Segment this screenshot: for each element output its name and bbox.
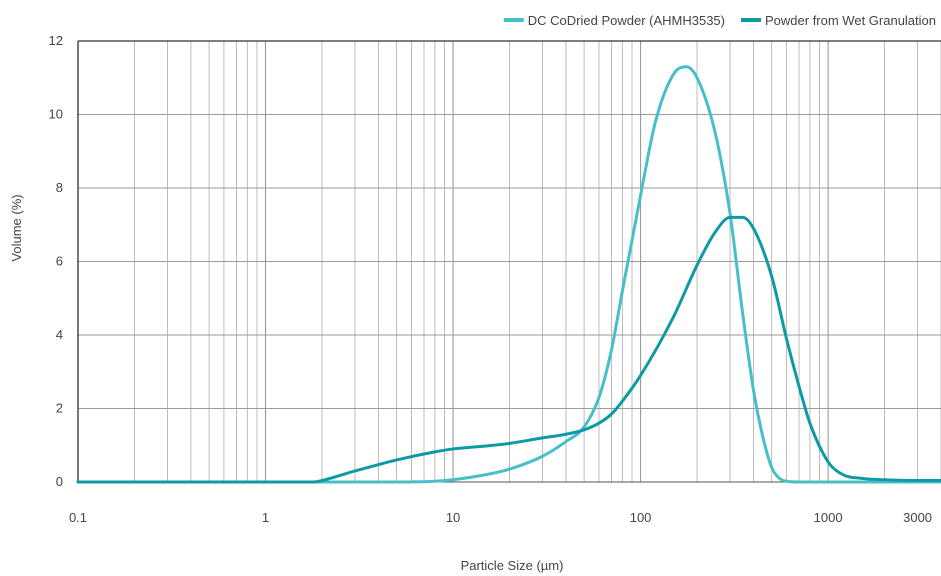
y-axis-title: Volume (%) [9, 194, 24, 261]
legend-item-2: Powder from Wet Granulation [741, 13, 936, 28]
x-tick-label: 100 [630, 510, 652, 525]
y-tick-label: 8 [56, 180, 63, 195]
x-tick-label: 1 [262, 510, 269, 525]
y-tick-label: 12 [49, 33, 63, 48]
series-line-1 [76, 65, 941, 484]
x-tick-label: 0.1 [69, 510, 87, 525]
y-tick-label: 6 [56, 254, 63, 269]
legend-label: DC CoDried Powder (AHMH3535) [528, 13, 725, 28]
x-tick-label: 1000 [814, 510, 843, 525]
legend-item-1: DC CoDried Powder (AHMH3535) [503, 13, 725, 28]
x-tick-label: 3000 [903, 510, 932, 525]
y-tick-label: 10 [49, 107, 63, 122]
grid [77, 40, 941, 483]
series-lines [76, 65, 941, 484]
x-tick-label: 10 [446, 510, 460, 525]
tick-labels: 0.1 1 10 100 1000 3000 0 2 4 6 8 10 12 [49, 33, 933, 525]
legend: Powder from Wet Granulation DC CoDried Po… [503, 13, 936, 28]
series-line-2 [76, 215, 941, 484]
x-axis-title: Particle Size (µm) [461, 558, 564, 573]
legend-label: Powder from Wet Granulation [765, 13, 936, 28]
y-tick-label: 2 [56, 401, 63, 416]
y-tick-label: 0 [56, 474, 63, 489]
y-tick-label: 4 [56, 327, 63, 342]
